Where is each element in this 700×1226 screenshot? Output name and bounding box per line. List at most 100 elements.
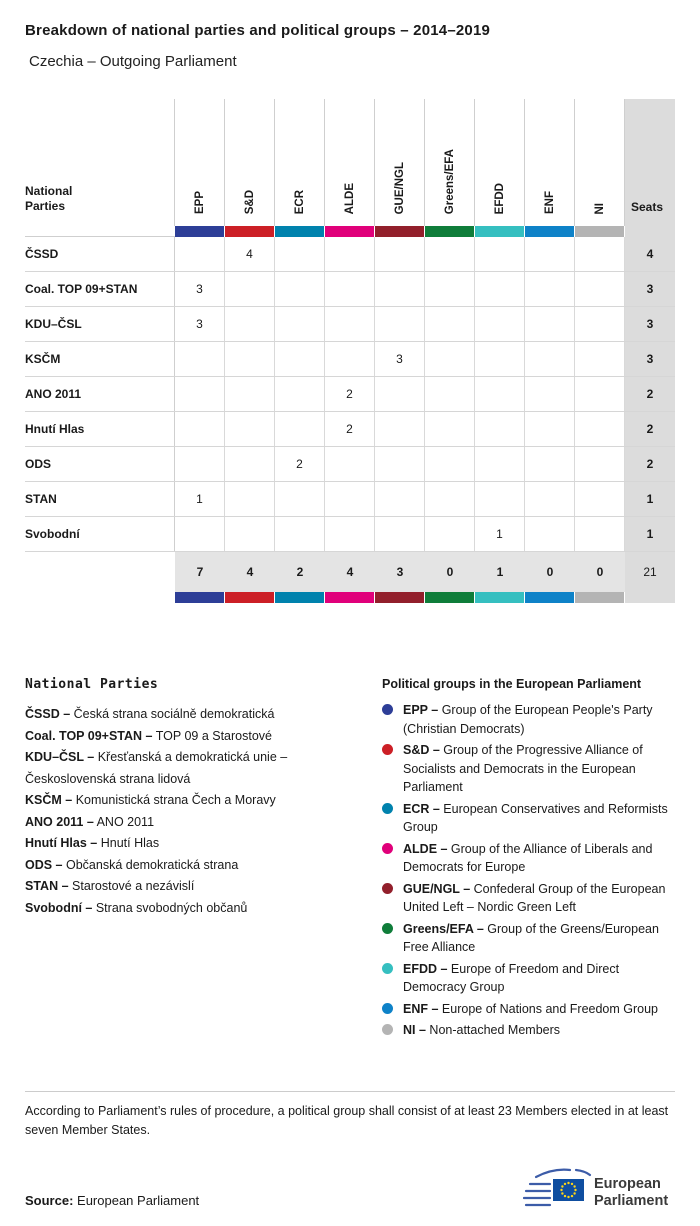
totals-row: 7 4 2 4 3 0 1 0 0 21	[25, 552, 675, 592]
seat-count-cell: 3	[375, 342, 425, 376]
national-parties-legend: National Parties ČSSD – Česká strana soc…	[25, 677, 370, 1043]
group-color-bar	[525, 226, 575, 237]
table-row: STAN 1 1	[25, 482, 675, 517]
seat-count-cell	[575, 412, 625, 446]
party-legend-item: Svobodní – Strana svobodných občanů	[25, 900, 248, 915]
logo-text-line2: Parliament	[594, 1193, 668, 1209]
national-parties-legend-list: ČSSD – Česká strana sociálně demokratick…	[25, 704, 370, 919]
party-legend-item: Coal. TOP 09+STAN – TOP 09 a Starostové	[25, 728, 273, 743]
group-header-epp: EPP	[175, 99, 225, 226]
group-legend-text: ENF – Europe of Nations and Freedom Grou…	[403, 1001, 659, 1016]
group-color-strip-top	[25, 226, 675, 237]
seat-count-cell	[475, 342, 525, 376]
seat-count-cell	[275, 482, 325, 516]
eu-stars-icon	[560, 1181, 577, 1198]
group-header-gue-ngl: GUE/NGL	[375, 99, 425, 226]
seat-count-cell	[325, 517, 375, 551]
group-color-bar	[225, 592, 275, 603]
group-header-alde: ALDE	[325, 99, 375, 226]
seat-count-cell	[175, 377, 225, 411]
grand-total-cell: 21	[625, 552, 675, 592]
group-color-bar	[475, 226, 525, 237]
group-legend-item: ENF – Europe of Nations and Freedom Grou…	[382, 1000, 675, 1019]
seat-count-cell	[525, 307, 575, 341]
group-color-bar	[575, 592, 625, 603]
seat-count-cell	[525, 517, 575, 551]
group-color-dot	[382, 1024, 393, 1035]
source-value: European Parliament	[77, 1192, 200, 1208]
party-name: Hnutí Hlas	[25, 412, 175, 446]
party-name: STAN	[25, 482, 175, 516]
seat-count-cell	[575, 377, 625, 411]
seat-count-cell	[475, 237, 525, 271]
group-color-bar	[175, 592, 225, 603]
table-row: KSČM 3 3	[25, 342, 675, 377]
group-legend-text: GUE/NGL – Confederal Group of the Europe…	[403, 881, 666, 915]
seat-count-cell	[475, 412, 525, 446]
seat-count-cell	[525, 342, 575, 376]
seat-count-cell	[225, 447, 275, 481]
seat-count-cell	[425, 237, 475, 271]
party-name: Coal. TOP 09+STAN	[25, 272, 175, 306]
seat-count-cell	[575, 237, 625, 271]
party-name: KSČM	[25, 342, 175, 376]
seat-count-cell	[175, 412, 225, 446]
legend-section: National Parties ČSSD – Česká strana soc…	[25, 677, 675, 1043]
party-legend-item: Hnutí Hlas – Hnutí Hlas	[25, 836, 160, 850]
row-seats-cell: 3	[625, 342, 675, 376]
group-color-dot	[382, 962, 393, 974]
group-color-dot	[382, 882, 393, 894]
group-legend-text: S&D – Group of the Progressive Alliance …	[403, 743, 643, 794]
political-groups-legend-title: Political groups in the European Parliam…	[382, 677, 642, 691]
seat-count-cell	[525, 377, 575, 411]
footer: Source: European Parliament Europea	[25, 1166, 675, 1226]
seat-count-cell: 3	[175, 307, 225, 341]
seat-count-cell	[325, 342, 375, 376]
table-row: ODS 2 2	[25, 447, 675, 482]
row-seats-cell: 2	[625, 377, 675, 411]
seat-count-cell	[475, 272, 525, 306]
seat-count-cell: 2	[325, 412, 375, 446]
group-color-bar	[475, 592, 525, 603]
seat-count-cell	[325, 482, 375, 516]
seat-count-cell	[525, 482, 575, 516]
table-row: Coal. TOP 09+STAN 3 3	[25, 272, 675, 307]
group-legend-item: NI – Non-attached Members	[382, 1021, 675, 1040]
row-seats-cell: 4	[625, 237, 675, 271]
seat-count-cell	[225, 482, 275, 516]
seat-count-cell	[175, 237, 225, 271]
seat-count-cell	[425, 307, 475, 341]
group-color-dot	[382, 802, 393, 814]
group-color-dot	[382, 704, 393, 715]
group-legend-text: ALDE – Group of the Alliance of Liberals…	[403, 841, 653, 875]
seat-count-cell: 1	[475, 517, 525, 551]
group-total-cell: 7	[175, 552, 225, 592]
group-color-bar	[275, 592, 325, 603]
group-total-cell: 4	[225, 552, 275, 592]
seat-count-cell	[425, 342, 475, 376]
seat-count-cell	[425, 377, 475, 411]
party-name: ČSSD	[25, 237, 175, 271]
seat-count-cell	[375, 447, 425, 481]
seat-count-cell	[575, 517, 625, 551]
party-name: Svobodní	[25, 517, 175, 551]
seat-count-cell	[225, 377, 275, 411]
group-legend-item: Greens/EFA – Group of the Greens/Europea…	[382, 920, 675, 957]
seat-count-cell: 1	[175, 482, 225, 516]
group-legend-item: GUE/NGL – Confederal Group of the Europe…	[382, 880, 675, 917]
seat-count-cell	[275, 307, 325, 341]
party-legend-item: ANO 2011 – ANO 2011	[25, 814, 155, 829]
seat-count-cell	[425, 447, 475, 481]
footer-divider	[25, 1090, 675, 1092]
political-groups-legend-list: EPP – Group of the European People's Par…	[382, 701, 675, 1040]
seat-count-cell	[375, 307, 425, 341]
table-row: KDU–ČSL 3 3	[25, 307, 675, 342]
group-color-bar	[425, 592, 475, 603]
row-seats-cell: 1	[625, 517, 675, 551]
group-color-bar	[425, 226, 475, 237]
seats-column-bg	[625, 592, 675, 603]
group-total-cell: 0	[525, 552, 575, 592]
seat-count-cell	[225, 517, 275, 551]
seat-count-cell	[275, 517, 325, 551]
group-header-enf: ENF	[525, 99, 575, 226]
